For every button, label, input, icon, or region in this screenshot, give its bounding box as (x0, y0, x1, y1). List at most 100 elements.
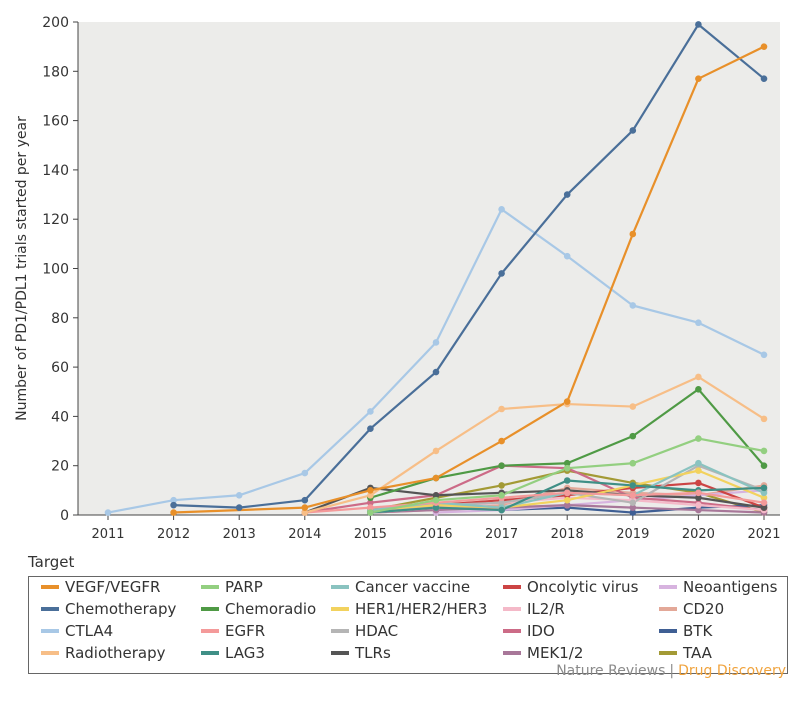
data-point-btk (629, 509, 637, 516)
x-tick-label: 2013 (223, 527, 256, 542)
legend-item-chemoradio: Chemoradio (201, 599, 316, 619)
data-point-ctla4 (563, 252, 571, 260)
x-tick-label: 2018 (551, 527, 584, 542)
legend-swatch (659, 607, 677, 611)
legend-title: Target (28, 553, 75, 571)
data-point-ctla4 (301, 469, 309, 477)
data-point-chemotherapy (695, 21, 702, 28)
y-tick-label: 120 (42, 212, 69, 228)
data-point-egfr (367, 504, 374, 511)
legend-swatch (41, 629, 59, 633)
data-point-chemoradio (629, 432, 637, 440)
legend-label: IL2/R (527, 600, 565, 618)
data-point-egfr (629, 491, 637, 499)
data-point-vegf-vegfr (498, 437, 505, 445)
x-tick-label: 2014 (288, 527, 321, 542)
series-line-chemotherapy (173, 23, 765, 509)
legend-item-hdac: HDAC (331, 621, 398, 641)
legend-swatch (201, 585, 219, 589)
legend-label: TAA (683, 644, 712, 662)
series-line-ido (304, 464, 765, 514)
data-point-parp (629, 459, 637, 467)
series-line-egfr (304, 491, 765, 514)
data-point-radiotherapy (629, 403, 637, 410)
legend-label: LAG3 (225, 644, 265, 662)
data-point-chemotherapy (760, 75, 768, 82)
data-point-vegf-vegfr (695, 75, 702, 82)
legend-item-her1-her2-her3: HER1/HER2/HER3 (331, 599, 487, 619)
legend-swatch (331, 629, 349, 633)
data-point-ctla4 (432, 339, 440, 346)
legend-item-mek1-2: MEK1/2 (503, 643, 583, 663)
data-point-chemotherapy (629, 127, 637, 134)
y-tick-label: 40 (51, 409, 69, 425)
data-point-her1-her2-her3 (563, 496, 571, 504)
y-axis-label: Number of PD1/PDL1 trials started per ye… (14, 116, 30, 421)
data-point-chemotherapy (498, 270, 505, 277)
legend-swatch (659, 629, 677, 633)
legend-swatch (331, 585, 349, 589)
legend-swatch (659, 651, 677, 655)
plot-area (78, 22, 780, 515)
x-tick-label: 2020 (682, 527, 715, 542)
legend-item-egfr: EGFR (201, 621, 265, 641)
legend-label: CTLA4 (65, 622, 114, 640)
legend-swatch (201, 607, 219, 611)
data-point-egfr (563, 489, 571, 497)
data-point-tlrs (760, 504, 768, 511)
legend-item-vegf-vegfr: VEGF/VEGFR (41, 577, 160, 597)
data-point-radiotherapy (301, 509, 309, 516)
legend-item-ido: IDO (503, 621, 555, 641)
legend-item-tlrs: TLRs (331, 643, 391, 663)
data-point-hdac (629, 499, 637, 506)
data-point-ctla4 (498, 206, 505, 213)
data-point-hdac (498, 499, 505, 506)
legend-label: Chemotherapy (65, 600, 177, 618)
data-point-parp (498, 491, 505, 499)
data-point-vegf-vegfr (170, 509, 177, 516)
data-point-chemotherapy (301, 496, 309, 504)
legend-label: IDO (527, 622, 555, 640)
data-point-vegf-vegfr (367, 487, 374, 494)
data-point-lag3 (563, 477, 571, 484)
data-point-radiotherapy (367, 491, 374, 499)
data-point-parp (760, 447, 768, 455)
credit-separator: | (669, 663, 675, 679)
legend-swatch (503, 629, 521, 633)
data-point-parp (563, 464, 571, 472)
data-point-egfr (760, 499, 768, 506)
legend-item-lag3: LAG3 (201, 643, 265, 663)
data-point-lag3 (760, 484, 768, 492)
data-point-vegf-vegfr (432, 474, 440, 482)
legend-label: MEK1/2 (527, 644, 584, 662)
data-point-ctla4 (629, 302, 637, 309)
x-tick-label: 2019 (616, 527, 649, 542)
data-point-lag3 (498, 506, 505, 514)
legend: VEGF/VEGFR PARP Cancer vaccine Oncolytic vi… (28, 576, 788, 674)
data-point-egfr (695, 489, 702, 497)
data-point-taa (498, 482, 505, 489)
x-tick-label: 2021 (747, 527, 780, 542)
legend-swatch (503, 607, 521, 611)
x-tick-label: 2011 (91, 527, 124, 542)
y-tick-label: 20 (51, 459, 69, 475)
legend-item-cd20: CD20 (659, 599, 724, 619)
y-tick-label: 100 (42, 262, 69, 278)
data-point-tlrs (432, 491, 440, 499)
legend-swatch (201, 651, 219, 655)
y-tick-label: 0 (60, 508, 69, 524)
data-point-chemoradio (563, 459, 571, 467)
data-point-parp (695, 435, 702, 442)
legend-label: Chemoradio (225, 600, 317, 618)
legend-item-taa: TAA (659, 643, 712, 663)
data-point-vegf-vegfr (563, 398, 571, 405)
journal-credit: Nature Reviews | Drug Discovery (556, 663, 786, 679)
y-tick-label: 200 (42, 15, 69, 31)
x-tick-label: 2015 (354, 527, 387, 542)
y-tick-label: 80 (51, 311, 69, 327)
legend-item-cancer-vaccine: Cancer vaccine (331, 577, 470, 597)
y-tick-label: 140 (42, 163, 69, 179)
data-point-chemotherapy (367, 425, 374, 433)
data-point-parp (367, 509, 374, 516)
x-tick-label: 2016 (419, 527, 452, 542)
